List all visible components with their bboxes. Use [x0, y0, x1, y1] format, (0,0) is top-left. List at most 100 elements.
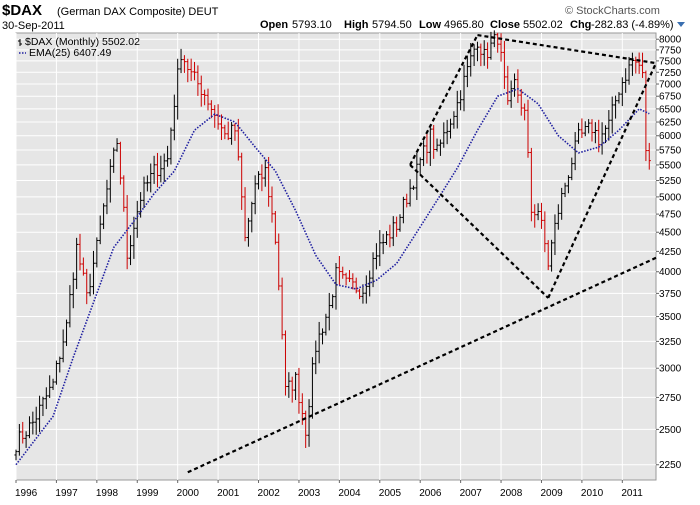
price-bar [354, 277, 358, 294]
price-bar [34, 406, 38, 435]
price-bar [512, 73, 517, 97]
price-bar [613, 95, 618, 119]
price-bar [118, 141, 123, 185]
price-bar [560, 187, 564, 220]
price-bar [78, 233, 82, 271]
price-bar [253, 175, 257, 215]
price-bar [68, 285, 72, 328]
price-bar [455, 90, 459, 129]
x-tick-label: 2006 [419, 488, 442, 499]
y-grid [16, 38, 656, 466]
price-bar [327, 292, 331, 331]
price-bar [401, 196, 405, 224]
price-bar [384, 231, 389, 245]
y-tick-label: 6250 [659, 118, 682, 129]
price-bar [293, 372, 298, 401]
price-bar [640, 52, 645, 78]
price-bar [371, 252, 375, 288]
y-tick-label: 4250 [659, 247, 682, 258]
price-bar [526, 99, 530, 158]
trendline [409, 164, 549, 299]
price-bar [71, 272, 75, 309]
copyright-label[interactable]: © StockCharts.com [565, 5, 660, 17]
trendlines [187, 33, 657, 474]
price-bar [452, 111, 456, 129]
y-tick-label: 3750 [659, 289, 682, 300]
x-tick-label: 2001 [217, 488, 240, 499]
price-bar [142, 176, 146, 208]
price-bar [408, 179, 412, 207]
y-tick-label: 2750 [659, 393, 682, 404]
price-bar [364, 275, 368, 304]
y-tick-label: 4000 [659, 267, 682, 278]
main-series-legend-icon [18, 39, 22, 46]
trendline [409, 34, 479, 166]
price-bar [539, 202, 544, 229]
legend: $DAX (Monthly) 5502.02 EMA(25) 6407.49 [18, 36, 140, 59]
price-bar [91, 250, 96, 295]
price-bar [24, 431, 28, 448]
price-bar [51, 378, 55, 390]
high-label: High [344, 19, 369, 31]
price-bar [398, 214, 402, 232]
price-bar [135, 200, 139, 238]
price-bar [108, 159, 112, 203]
trendline [477, 33, 657, 65]
price-bar [428, 127, 432, 166]
price-bar [155, 152, 160, 188]
price-bar [145, 175, 149, 192]
price-bar [54, 360, 59, 385]
price-bar [240, 152, 244, 210]
price-bar [472, 44, 476, 67]
price-bar [482, 40, 486, 66]
price-bar [489, 31, 493, 60]
price-bar [320, 328, 325, 345]
price-bar [310, 357, 315, 419]
y-tick-label: 5000 [659, 192, 682, 203]
price-bar [485, 42, 490, 69]
price-bar [388, 224, 392, 248]
price-bar [226, 121, 230, 141]
price-bar [307, 399, 311, 447]
price-bar [523, 103, 527, 121]
price-bar [576, 122, 581, 144]
price-bar [378, 230, 382, 267]
y-axis-labels: 2250 2500 2750 3000 3250 3500 3750 4000 4250 4500… [656, 35, 682, 471]
price-bar [459, 90, 463, 111]
price-bar [229, 122, 234, 145]
x-tick-label: 2009 [540, 488, 563, 499]
x-tick-label: 1997 [55, 488, 78, 499]
price-bar [273, 210, 277, 245]
price-bar [603, 125, 608, 144]
price-bar [536, 203, 540, 221]
price-bar [381, 233, 385, 255]
y-tick-label: 6750 [659, 92, 682, 103]
price-bar [566, 175, 571, 194]
price-bar [337, 256, 341, 285]
price-bar [14, 449, 18, 461]
price-bar [223, 124, 227, 140]
price-bar [219, 114, 224, 141]
price-bar [341, 266, 345, 279]
price-bar [125, 195, 129, 270]
price-bar [159, 155, 163, 183]
close-label: Close [490, 19, 520, 31]
price-bar [607, 110, 611, 141]
price-bar [297, 367, 301, 414]
x-tick-label: 1999 [136, 488, 159, 499]
price-bar [593, 122, 597, 144]
y-tick-label: 7750 [659, 45, 682, 56]
price-bar [563, 182, 567, 198]
low-value: 4965.80 [444, 19, 484, 31]
price-bar [573, 131, 577, 171]
low-label: Low [419, 19, 441, 31]
price-bar [334, 262, 338, 310]
price-bar [267, 156, 271, 207]
price-bar [176, 58, 180, 120]
price-bar [469, 42, 473, 77]
price-bar [479, 43, 483, 67]
x-tick-label: 2008 [500, 488, 523, 499]
price-bar [98, 215, 102, 245]
chevron-down-icon[interactable] [677, 22, 685, 27]
